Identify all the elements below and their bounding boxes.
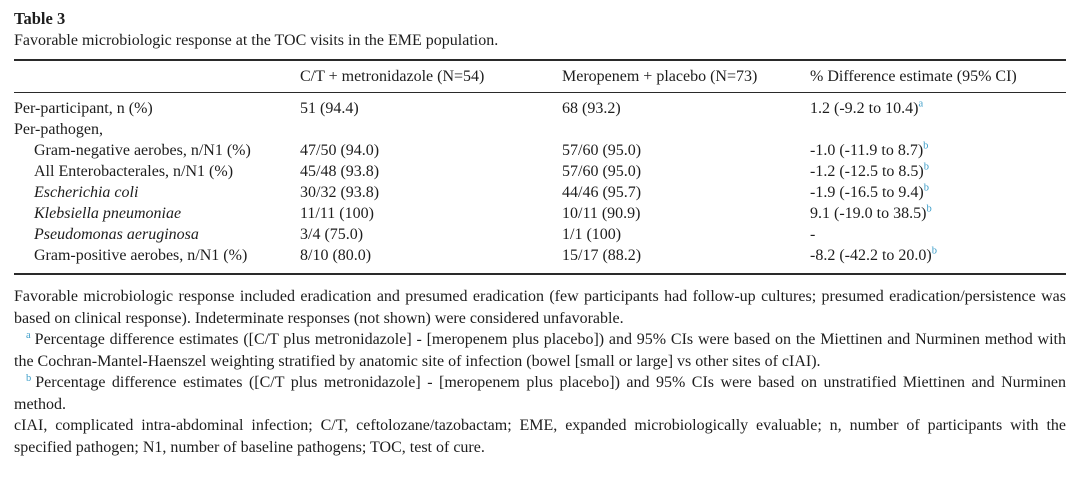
footnote-ref-b[interactable]: b [923,182,930,194]
cell-meropenem: 44/46 (95.7) [562,184,642,201]
table-row: Gram-negative aerobes, n/N1 (%) 47/50 (9… [14,140,1066,161]
footnote-a-marker: a [26,329,31,341]
footnote-ref-b[interactable]: b [931,245,938,257]
paper-table-figure: Table 3 Favorable microbiologic response… [14,9,1066,458]
cell-difference: -1.9 (-16.5 to 9.4)b [810,182,1066,203]
table-row: Klebsiella pneumoniae 11/11 (100) 10/11 … [14,203,1066,224]
cell-meropenem: 68 (93.2) [562,100,621,117]
cell-meropenem [562,119,810,140]
table-row: All Enterobacterales, n/N1 (%) 45/48 (93… [14,161,1066,182]
footnote-b-marker: b [26,372,32,384]
header-meropenem-placebo: Meropenem + placebo (N=73) [562,67,758,85]
cell-meropenem: 57/60 (95.0) [562,163,642,180]
footnote-general: Favorable microbiologic response include… [14,288,1066,327]
row-label: Per-pathogen, [14,121,103,138]
cell-difference: -1.2 (-12.5 to 8.5)b [810,161,1066,182]
difference-value: 9.1 (-19.0 to 38.5) [810,205,927,222]
cell-meropenem: 10/11 (90.9) [562,205,641,222]
row-label: Gram-negative aerobes, n/N1 (%) [34,142,251,159]
difference-value: 1.2 (-9.2 to 10.4) [810,100,919,117]
footnote-b-text: Percentage difference estimates ([C/T pl… [14,374,1066,413]
footnote-ref-b[interactable]: b [926,203,932,215]
table-row: Gram-positive aerobes, n/N1 (%) 8/10 (80… [14,245,1066,266]
footnote-abbreviations: cIAI, complicated intra-abdominal infect… [14,417,1066,456]
difference-value: -1.0 (-11.9 to 8.7) [810,142,924,159]
table-top-rule [14,59,1066,61]
footnote-a: a Percentage difference estimates ([C/T p… [14,329,1066,372]
cell-difference [810,119,1066,140]
cell-difference: 1.2 (-9.2 to 10.4)a [810,98,1066,119]
cell-ct: 47/50 (94.0) [300,142,380,159]
cell-ct: 3/4 (75.0) [300,226,364,243]
row-label: Per-participant, n (%) [14,100,153,117]
row-label: Pseudomonas aeruginosa [34,226,199,243]
table-row: Pseudomonas aeruginosa 3/4 (75.0) 1/1 (1… [14,224,1066,245]
row-label: Gram-positive aerobes, n/N1 (%) [34,247,248,264]
table-body: Per-participant, n (%) 51 (94.4) 68 (93.… [14,93,1066,275]
row-label: All Enterobacterales, n/N1 (%) [34,163,234,180]
table-row: Per-participant, n (%) 51 (94.4) 68 (93.… [14,98,1066,119]
header-difference-estimate: % Difference estimate (95% CI) [810,67,1017,85]
footnote-a-text: Percentage difference estimates ([C/T pl… [14,331,1066,370]
cell-ct: 8/10 (80.0) [300,247,372,264]
cell-difference: 9.1 (-19.0 to 38.5)b [810,203,1066,224]
cell-ct: 45/48 (93.8) [300,163,380,180]
cell-ct [300,119,562,140]
row-label: Escherichia coli [34,184,139,201]
cell-ct: 30/32 (93.8) [300,184,380,201]
cell-ct: 11/11 (100) [300,205,374,222]
table-row: Escherichia coli 30/32 (93.8) 44/46 (95.… [14,182,1066,203]
header-ct-metronidazole: C/T + metronidazole (N=54) [300,67,485,85]
cell-difference: -1.0 (-11.9 to 8.7)b [810,140,1066,161]
table-number: Table 3 [14,9,66,28]
table-row: Per-pathogen, [14,119,1066,140]
table-header-row: C/T + metronidazole (N=54) Meropenem + p… [14,61,1066,93]
cell-meropenem: 15/17 (88.2) [562,247,642,264]
difference-value: -1.2 (-12.5 to 8.5) [810,163,924,180]
difference-value: -8.2 (-42.2 to 20.0) [810,247,932,264]
cell-difference: - [810,224,1066,245]
cell-meropenem: 57/60 (95.0) [562,142,642,159]
footnotes-block: Favorable microbiologic response include… [14,286,1066,458]
footnote-ref-b[interactable]: b [923,161,930,173]
footnote-b: b Percentage difference estimates ([C/T p… [14,372,1066,415]
cell-meropenem: 1/1 (100) [562,226,622,243]
footnote-ref-b[interactable]: b [923,140,929,152]
footnote-ref-a[interactable]: a [918,98,924,110]
table-caption: Favorable microbiologic response at the … [14,32,499,49]
cell-ct: 51 (94.4) [300,100,359,117]
difference-value: - [810,226,816,243]
cell-difference: -8.2 (-42.2 to 20.0)b [810,245,1066,266]
difference-value: -1.9 (-16.5 to 9.4) [810,184,924,201]
row-label: Klebsiella pneumoniae [34,205,182,222]
